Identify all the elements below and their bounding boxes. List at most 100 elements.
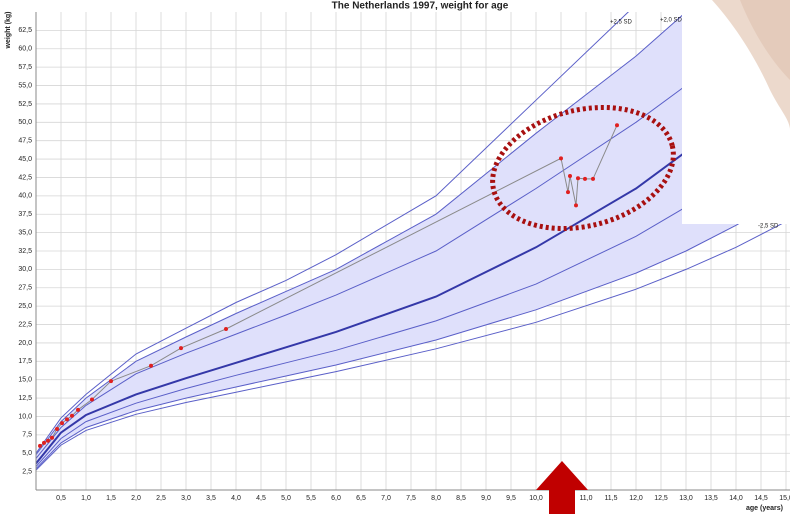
percentile-line bbox=[36, 143, 787, 467]
axes: 2,5 5,0 7,5 10,0 12,5 15,0 17,5 20,0 22,5 25,0 27,… bbox=[18, 12, 790, 502]
y-tick-label: 2,5 bbox=[22, 468, 32, 475]
x-tick-label: 13,5 bbox=[704, 495, 718, 502]
series-label: +2,0 SD bbox=[660, 18, 683, 24]
patient-point bbox=[70, 413, 74, 418]
y-tick-label: 30,0 bbox=[18, 266, 32, 273]
x-tick-label: 12,0 bbox=[629, 495, 643, 502]
patient-point bbox=[109, 379, 113, 384]
patient-point bbox=[149, 363, 153, 368]
x-tick-label: 4,0 bbox=[231, 495, 241, 502]
patient-point bbox=[566, 190, 570, 195]
x-tick-label: 12,5 bbox=[654, 495, 668, 502]
y-tick-label: 17,5 bbox=[18, 358, 32, 365]
y-tick-label: 57,5 bbox=[18, 64, 32, 71]
arrow-head bbox=[536, 461, 588, 490]
patient-point bbox=[90, 397, 94, 402]
y-tick-label: 27,5 bbox=[18, 285, 32, 292]
patient-point bbox=[559, 156, 563, 161]
series-labels: +2,5 SD +2,0 SD -2,5 SD bbox=[610, 18, 779, 230]
x-tick-label: 14,5 bbox=[754, 495, 768, 502]
y-tick-label: 15,0 bbox=[18, 377, 32, 384]
x-tick-label: 3,5 bbox=[206, 495, 216, 502]
patient-point bbox=[46, 438, 50, 443]
y-tick-label: 5,0 bbox=[22, 450, 32, 457]
patient-point bbox=[42, 440, 46, 445]
x-tick-label: 0,5 bbox=[56, 495, 66, 502]
y-tick-label: 37,5 bbox=[18, 211, 32, 218]
x-tick-label: 9,0 bbox=[481, 495, 491, 502]
x-axis-label: age (years) bbox=[746, 505, 783, 512]
y-tick-label: 60,0 bbox=[18, 46, 32, 53]
patient-point bbox=[65, 417, 69, 422]
plot-area bbox=[36, 12, 787, 471]
y-tick-label: 25,0 bbox=[18, 303, 32, 310]
percentile-line bbox=[36, 221, 787, 471]
x-tick-label: 4,5 bbox=[256, 495, 266, 502]
patient-point bbox=[568, 173, 572, 178]
x-tick-label: 7,0 bbox=[381, 495, 391, 502]
y-tick-label: 62,5 bbox=[18, 27, 32, 34]
sd-band bbox=[36, 12, 786, 469]
y-axis-label: weight (kg) bbox=[5, 12, 12, 50]
x-tick-label: 11,0 bbox=[579, 495, 592, 502]
x-tick-label: 8,5 bbox=[456, 495, 466, 502]
x-tick-label: 6,0 bbox=[331, 495, 341, 502]
y-tick-label: 52,5 bbox=[18, 101, 32, 108]
percentile-line bbox=[36, 33, 787, 459]
y-tick-label: 12,5 bbox=[18, 395, 32, 402]
patient-point bbox=[591, 176, 595, 181]
y-tick-label: 32,5 bbox=[18, 248, 32, 255]
x-tick-label: 5,0 bbox=[281, 495, 291, 502]
patient-point bbox=[179, 346, 183, 351]
y-tick-label: 45,0 bbox=[18, 156, 32, 163]
hand-shadow bbox=[740, 0, 790, 80]
y-tick-label: 20,0 bbox=[18, 340, 32, 347]
arrow bbox=[536, 461, 588, 514]
y-tick-label: 42,5 bbox=[18, 174, 32, 181]
x-tick-label: 8,0 bbox=[431, 495, 441, 502]
patient-line bbox=[39, 124, 618, 447]
y-tick-label: 50,0 bbox=[18, 119, 32, 126]
percentile-line bbox=[36, 12, 629, 454]
percentile-line bbox=[36, 195, 787, 470]
x-tick-label: 11,5 bbox=[604, 495, 617, 502]
x-tick-label: 15,0 bbox=[779, 495, 790, 502]
arrow-shaft bbox=[549, 489, 575, 514]
percentile-line bbox=[36, 84, 787, 465]
x-tick-label: 9,5 bbox=[506, 495, 516, 502]
x-tick-label: 2,5 bbox=[156, 495, 166, 502]
y-tick-label: 7,5 bbox=[22, 432, 32, 439]
x-tick-label: 1,5 bbox=[106, 495, 116, 502]
x-tick-label: 2,0 bbox=[131, 495, 141, 502]
patient-point bbox=[55, 426, 59, 431]
y-tick-label: 55,0 bbox=[18, 82, 32, 89]
x-tick-label: 6,5 bbox=[356, 495, 366, 502]
patient-point bbox=[50, 435, 54, 440]
patient-point bbox=[38, 443, 42, 448]
x-tick-label: 1,0 bbox=[81, 495, 91, 502]
x-tick-label: 10,0 bbox=[529, 495, 543, 502]
x-tick-label: 5,5 bbox=[306, 495, 316, 502]
series-label: +2,5 SD bbox=[610, 20, 633, 26]
y-tick-label: 35,0 bbox=[18, 229, 32, 236]
patient-point bbox=[224, 326, 228, 331]
highlight-ellipse bbox=[490, 104, 676, 232]
x-tick-label: 7,5 bbox=[406, 495, 416, 502]
y-tick-label: 47,5 bbox=[18, 138, 32, 145]
patient-point bbox=[60, 421, 64, 426]
y-tick-label: 40,0 bbox=[18, 193, 32, 200]
chart-title: The Netherlands 1997, weight for age bbox=[332, 1, 509, 12]
patient-point bbox=[76, 407, 80, 412]
percentile-line bbox=[36, 12, 687, 456]
patient-point bbox=[615, 123, 619, 128]
patient-point bbox=[574, 203, 578, 208]
series-label: -2,5 SD bbox=[758, 224, 779, 230]
x-tick-label: 14,0 bbox=[729, 495, 743, 502]
x-tick-label: 13,0 bbox=[679, 495, 693, 502]
x-tick-label: 3,0 bbox=[181, 495, 191, 502]
patient-point bbox=[583, 176, 587, 181]
y-tick-label: 10,0 bbox=[18, 413, 32, 420]
patient-point bbox=[576, 176, 580, 181]
patient bbox=[38, 123, 619, 448]
